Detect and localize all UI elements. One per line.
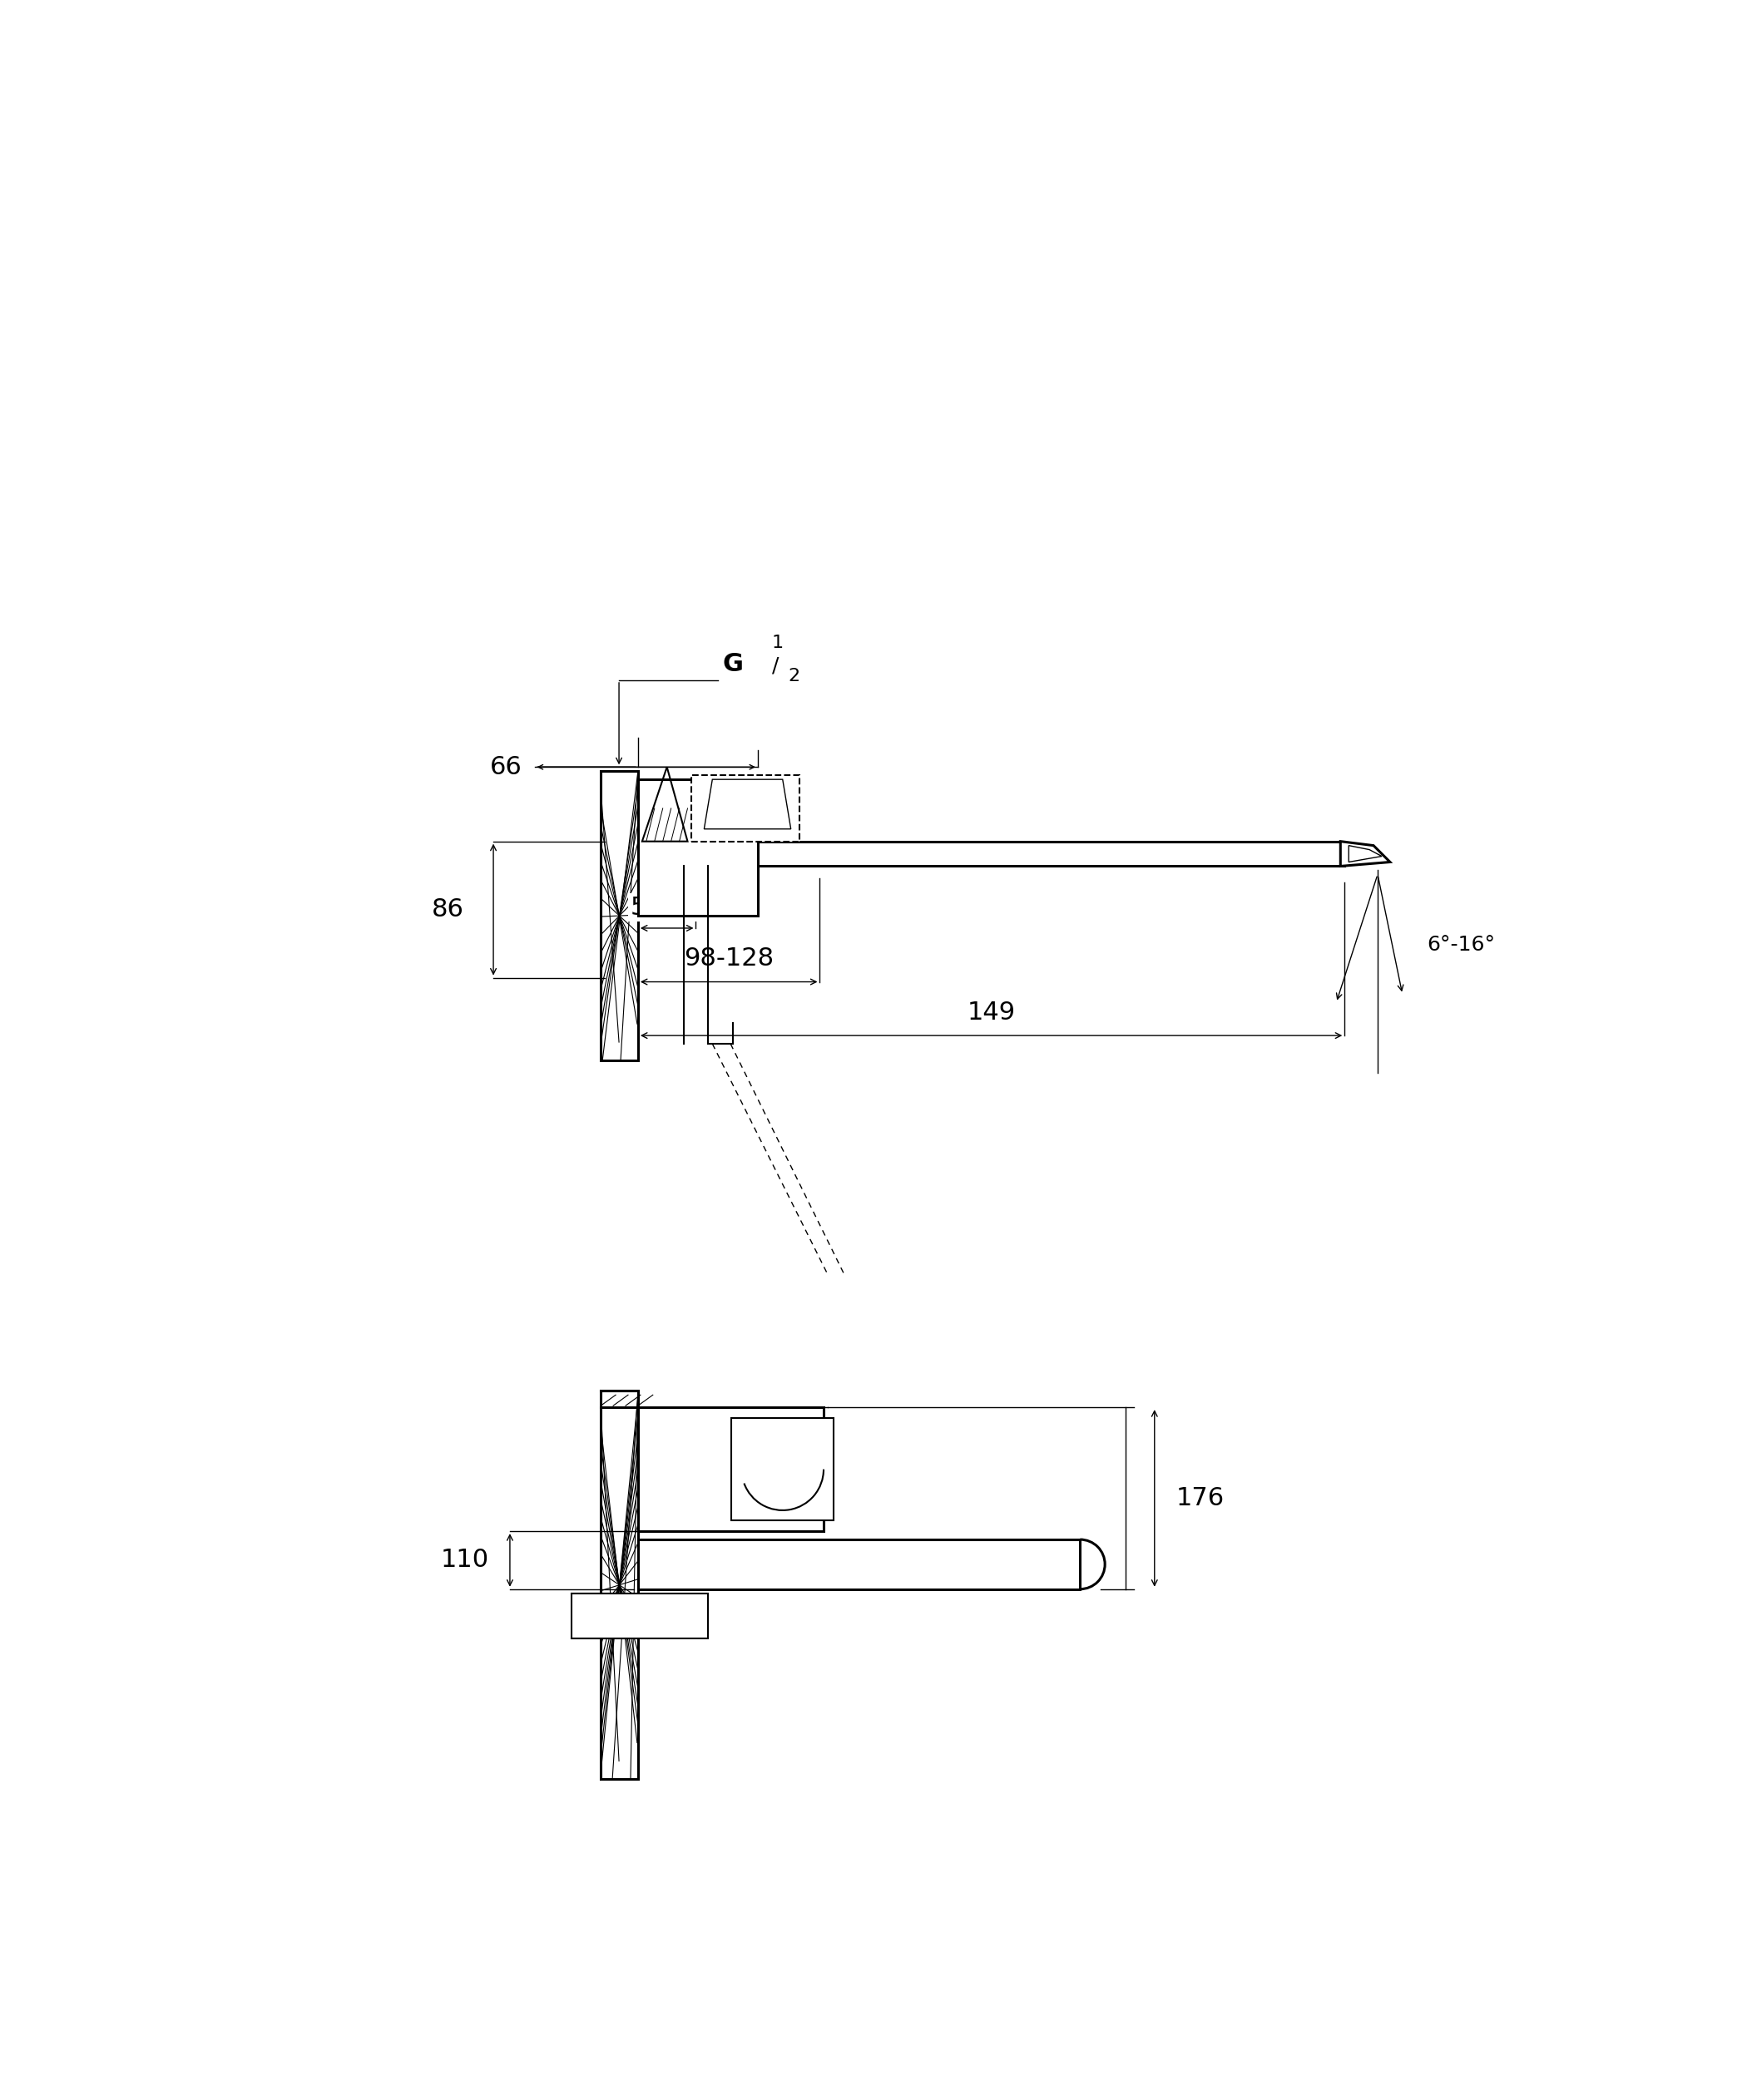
Bar <box>601 771 638 1060</box>
Polygon shape <box>1340 842 1389 865</box>
Bar <box>571 1594 708 1638</box>
Text: /: / <box>773 655 780 676</box>
Text: G: G <box>722 651 743 676</box>
Bar <box>638 779 759 916</box>
Text: 176: 176 <box>1176 1487 1225 1510</box>
Bar <box>692 775 799 842</box>
Bar <box>638 842 1344 865</box>
Bar <box>601 1390 638 1779</box>
Text: 98-128: 98-128 <box>683 947 774 970</box>
Text: 149: 149 <box>967 1000 1016 1025</box>
Text: 86: 86 <box>431 897 464 922</box>
Text: 110: 110 <box>440 1548 489 1573</box>
Text: 66: 66 <box>491 756 522 779</box>
Bar <box>638 1539 1081 1590</box>
Bar <box>731 1418 834 1520</box>
Polygon shape <box>1349 846 1382 861</box>
Bar <box>638 1407 823 1531</box>
Text: 6°-16°: 6°-16° <box>1428 934 1496 956</box>
Text: 59-89: 59-89 <box>631 895 704 920</box>
Text: 2: 2 <box>788 668 801 685</box>
Text: 1: 1 <box>773 634 783 651</box>
